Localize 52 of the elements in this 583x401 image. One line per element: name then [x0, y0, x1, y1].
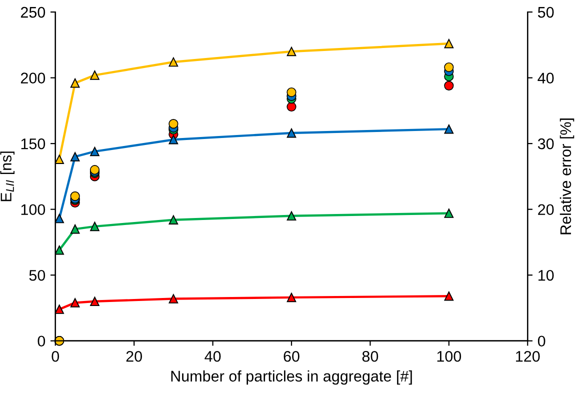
y-tick-label: 200: [20, 72, 46, 84]
x-axis-title: Number of particles in aggregate [#]: [171, 370, 412, 385]
point: [168, 119, 178, 129]
x-tick-label: 0: [52, 350, 60, 362]
y-tick-label: 100: [21, 204, 46, 216]
point: [444, 62, 454, 72]
x-tick-label: 100: [437, 350, 462, 362]
point: [70, 152, 80, 162]
y2-tick-label: 20: [538, 204, 554, 216]
y-tick-label: 250: [20, 6, 46, 18]
point: [168, 57, 178, 67]
point: [444, 38, 454, 48]
x-tick-label: 60: [284, 350, 300, 362]
point: [90, 222, 100, 232]
y2-tick-label: 10: [538, 270, 554, 281]
point: [70, 224, 80, 234]
point: [90, 296, 100, 306]
point: [90, 146, 100, 156]
x-tick-label: 40: [204, 350, 221, 362]
point: [55, 214, 64, 224]
point: [55, 154, 64, 164]
y2-tick-label: 50: [538, 6, 554, 18]
x-tick-label: 120: [516, 350, 540, 362]
y2-tick-label: 40: [538, 72, 554, 84]
y2-tick-label: 30: [538, 138, 554, 150]
point: [286, 292, 296, 302]
point: [168, 294, 178, 304]
y2-tick-label: 0: [538, 336, 546, 347]
point: [444, 208, 454, 218]
point: [70, 78, 80, 88]
point: [286, 211, 296, 221]
point: [444, 291, 454, 301]
point: [286, 87, 296, 98]
point: [70, 298, 80, 308]
point: [444, 80, 454, 90]
y-axis-title: E$_{LII}$ [ns]: [0, 152, 14, 202]
point: [90, 70, 100, 80]
point: [286, 102, 296, 112]
point: [70, 191, 80, 201]
point: [444, 124, 454, 134]
y-tick-label: 0: [38, 336, 46, 347]
point: [286, 128, 296, 138]
point: [168, 134, 178, 144]
y-tick-label: 150: [21, 138, 46, 150]
y-tick-label: 50: [29, 270, 46, 281]
x-tick-label: 20: [126, 350, 142, 362]
x-tick-label: 80: [362, 350, 378, 362]
y2-axis-title: Relative error [%]: [560, 118, 574, 234]
point: [286, 46, 296, 56]
point: [55, 245, 64, 255]
point: [55, 304, 64, 314]
point: [168, 215, 178, 224]
